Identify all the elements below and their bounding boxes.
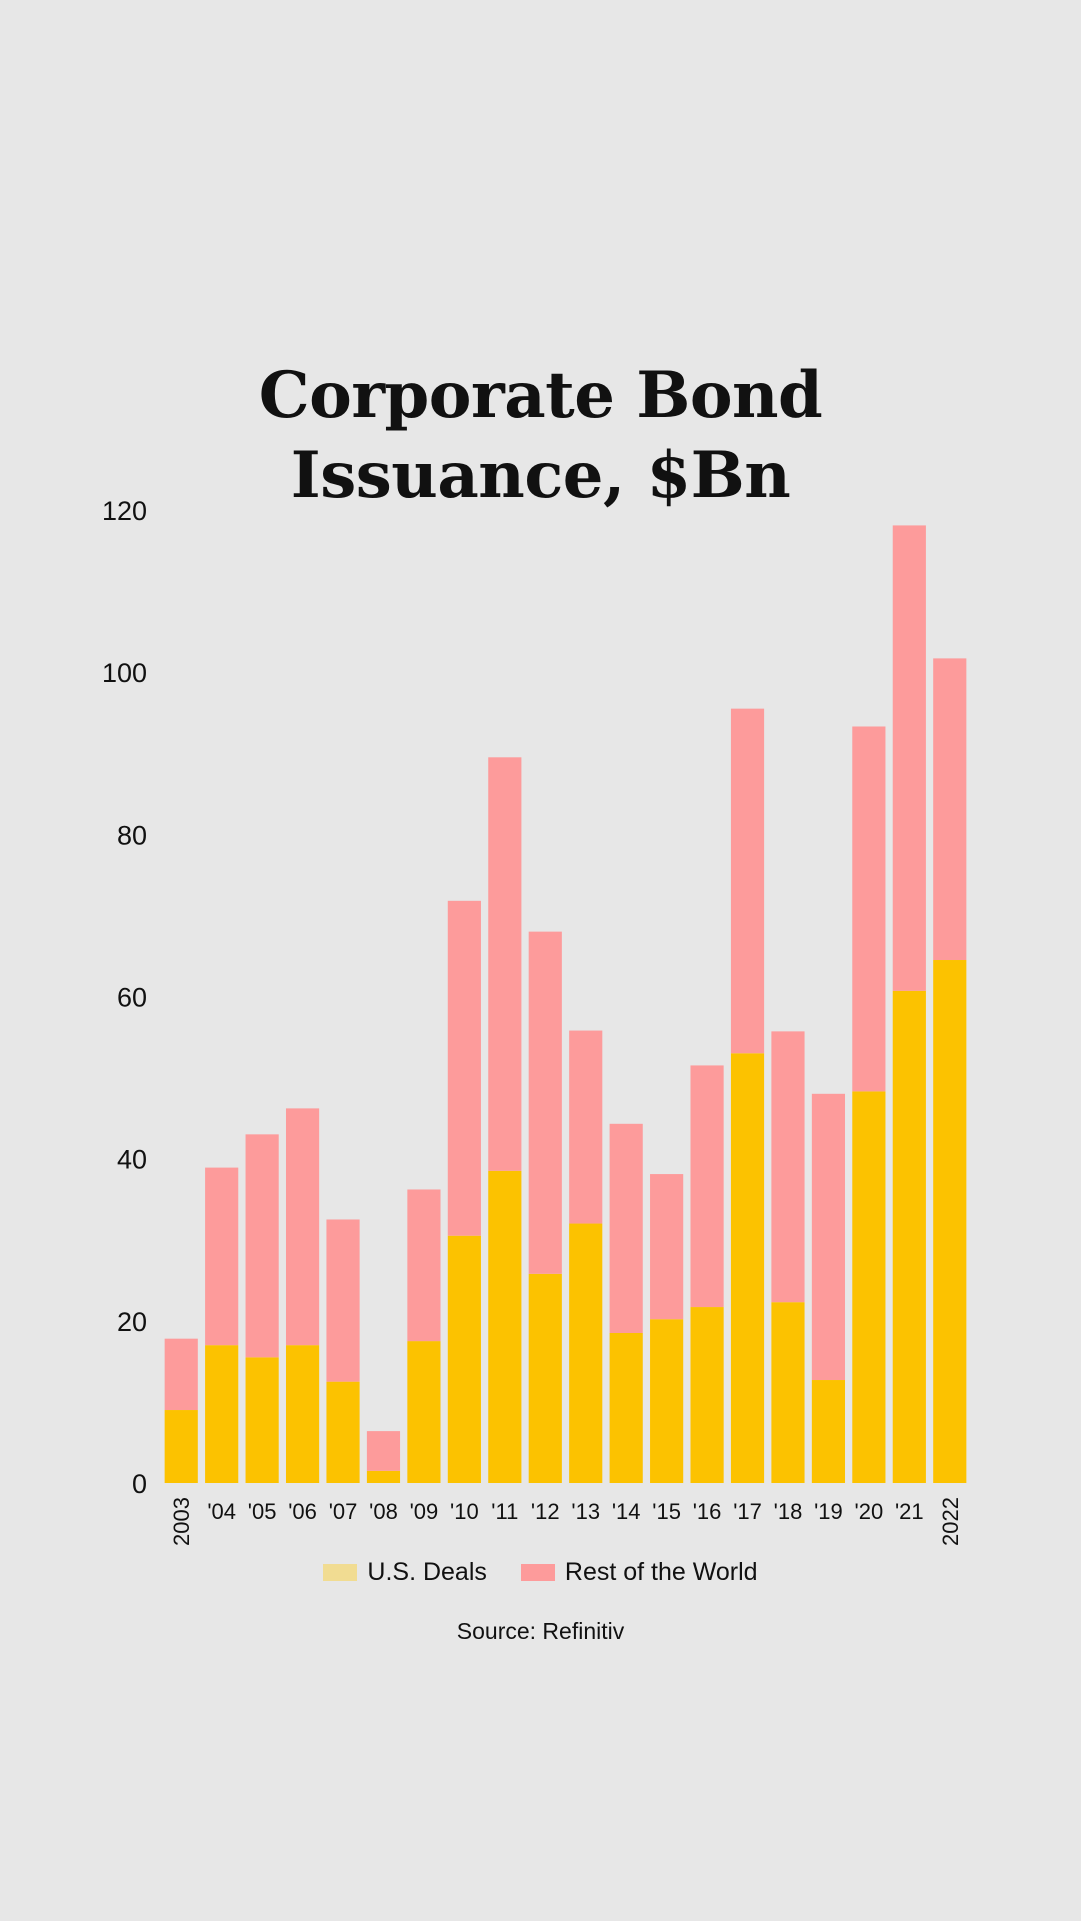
bar-rest-of-world bbox=[407, 1189, 441, 1342]
bar-us-deals bbox=[852, 1091, 886, 1483]
y-tick-label: 60 bbox=[117, 983, 147, 1013]
x-tick-label: '18 bbox=[774, 1499, 803, 1524]
y-tick-label: 100 bbox=[102, 658, 147, 688]
bar-us-deals bbox=[690, 1307, 724, 1483]
bar-us-deals bbox=[528, 1273, 562, 1483]
bar-us-deals bbox=[366, 1470, 401, 1483]
bar-us-deals bbox=[569, 1223, 603, 1483]
y-tick-label: 40 bbox=[117, 1145, 147, 1175]
bar-rest-of-world bbox=[690, 1065, 724, 1308]
y-tick-label: 80 bbox=[117, 820, 147, 850]
x-tick-label: '04 bbox=[207, 1499, 236, 1524]
y-tick-label: 120 bbox=[102, 496, 147, 526]
bar-us-deals bbox=[326, 1381, 360, 1483]
bar-us-deals bbox=[892, 990, 926, 1483]
x-axis: 2003 '04 '05 '06 '07 '08 '09 '10 '11 '12 '13 '14 '15… bbox=[169, 1497, 963, 1546]
x-tick-label: '11 bbox=[491, 1499, 518, 1524]
chart-title-line-1: Corporate Bond bbox=[258, 358, 823, 433]
legend-label-us-deals: U.S. Deals bbox=[367, 1558, 487, 1586]
bar-rest-of-world bbox=[811, 1093, 846, 1381]
bar-rest-of-world bbox=[366, 1431, 401, 1471]
x-tick-label: '14 bbox=[612, 1499, 641, 1524]
legend-item-rest-of-world: Rest of the World bbox=[520, 1558, 758, 1587]
bar-rest-of-world bbox=[569, 1030, 603, 1224]
bar-us-deals bbox=[730, 1053, 765, 1483]
bar-us-deals bbox=[164, 1410, 198, 1483]
bars bbox=[164, 525, 967, 1483]
source-note: Source: Refinitiv bbox=[456, 1618, 625, 1644]
x-tick-label: 2022 bbox=[938, 1497, 963, 1546]
bar-us-deals bbox=[488, 1170, 522, 1483]
bar-rest-of-world bbox=[650, 1174, 684, 1320]
bar-us-deals bbox=[447, 1235, 481, 1483]
bar-rest-of-world bbox=[488, 757, 522, 1171]
bar-rest-of-world bbox=[285, 1108, 320, 1346]
bar-us-deals bbox=[771, 1302, 805, 1483]
x-tick-label: '15 bbox=[652, 1499, 681, 1524]
x-tick-label: 2003 bbox=[169, 1497, 194, 1546]
x-tick-label: '20 bbox=[855, 1499, 884, 1524]
x-tick-label: '19 bbox=[814, 1499, 843, 1524]
bar-us-deals bbox=[245, 1357, 279, 1483]
bar-rest-of-world bbox=[771, 1031, 805, 1303]
bar-rest-of-world bbox=[609, 1123, 643, 1333]
y-axis: 0 20 40 60 80 100 120 bbox=[102, 496, 147, 1499]
bar-rest-of-world bbox=[245, 1134, 279, 1358]
x-tick-label: '17 bbox=[733, 1499, 762, 1524]
bar-rest-of-world bbox=[447, 900, 481, 1236]
bar-us-deals bbox=[811, 1380, 846, 1483]
bar-rest-of-world bbox=[205, 1167, 239, 1346]
x-tick-label: '13 bbox=[571, 1499, 600, 1524]
bar-rest-of-world bbox=[933, 658, 967, 961]
legend-label-rest-of-world: Rest of the World bbox=[564, 1558, 758, 1586]
x-tick-label: '06 bbox=[288, 1499, 317, 1524]
legend-swatch-us-deals bbox=[323, 1564, 358, 1581]
bar-rest-of-world bbox=[730, 708, 765, 1054]
x-tick-label: '08 bbox=[369, 1499, 398, 1524]
legend: U.S. Deals Rest of the World bbox=[0, 1558, 1081, 1587]
bar-us-deals bbox=[407, 1341, 441, 1483]
x-tick-label: '07 bbox=[329, 1499, 358, 1524]
bar-rest-of-world bbox=[326, 1219, 360, 1382]
y-tick-label: 0 bbox=[132, 1469, 147, 1499]
legend-item-us-deals: U.S. Deals bbox=[323, 1558, 487, 1587]
chart-title-line-2: Issuance, $Bn bbox=[290, 438, 791, 513]
x-tick-label: '16 bbox=[693, 1499, 722, 1524]
bar-rest-of-world bbox=[164, 1338, 198, 1411]
bar-rest-of-world bbox=[892, 525, 926, 991]
bar-rest-of-world bbox=[852, 726, 886, 1092]
bar-us-deals bbox=[933, 960, 967, 1483]
bar-us-deals bbox=[609, 1333, 643, 1483]
bar-us-deals bbox=[285, 1345, 320, 1483]
bar-us-deals bbox=[205, 1345, 239, 1483]
bar-rest-of-world bbox=[528, 931, 562, 1274]
x-tick-label: '10 bbox=[450, 1499, 479, 1524]
legend-swatch-rest-of-world bbox=[520, 1564, 555, 1581]
bar-us-deals bbox=[650, 1319, 684, 1483]
y-tick-label: 20 bbox=[117, 1307, 147, 1337]
x-tick-label: '09 bbox=[410, 1499, 439, 1524]
x-tick-label: '21 bbox=[895, 1499, 924, 1524]
x-tick-label: '05 bbox=[248, 1499, 277, 1524]
x-tick-label: '12 bbox=[531, 1499, 560, 1524]
